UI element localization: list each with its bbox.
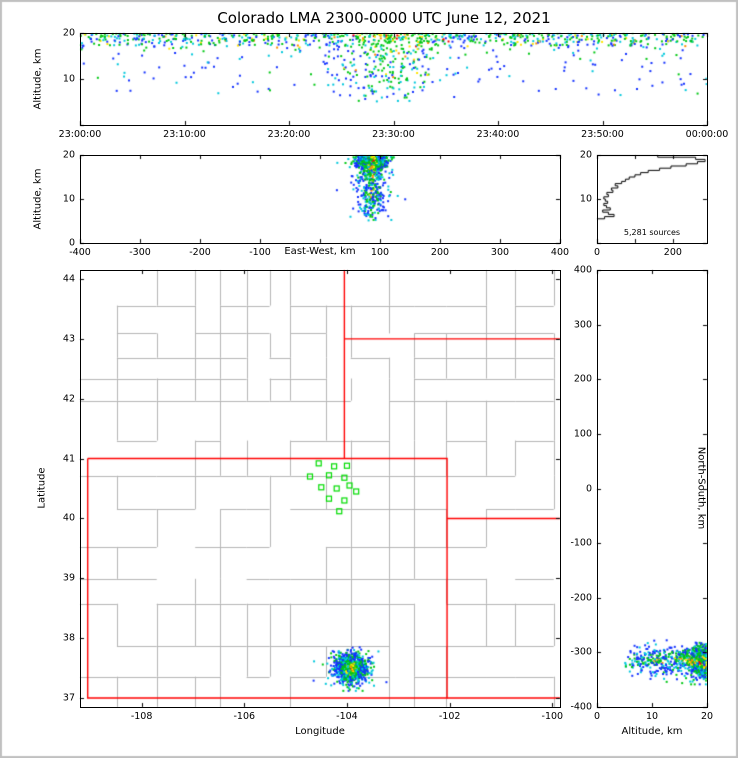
tick-label: 0 bbox=[593, 711, 601, 722]
tick-label: -102 bbox=[438, 711, 461, 722]
tick-label: 200 bbox=[430, 247, 450, 258]
tick-label: 23:50:00 bbox=[581, 129, 624, 140]
tick-label: 39 bbox=[62, 572, 75, 584]
tick-label: 23:40:00 bbox=[476, 129, 520, 140]
tick-label: -104 bbox=[336, 711, 358, 722]
tick-label: 20 bbox=[579, 149, 592, 161]
tick-label: -100 bbox=[541, 711, 564, 722]
east-west-xlabel: East-West, km bbox=[284, 246, 356, 257]
tick-label: 23:10:00 bbox=[163, 129, 206, 140]
east-west-ylabel: Altitude, km bbox=[32, 168, 44, 230]
tick-label: 200 bbox=[573, 373, 592, 385]
tick-label: 0 bbox=[593, 247, 601, 258]
tick-label: 100 bbox=[370, 247, 390, 258]
tick-label: -300 bbox=[129, 247, 151, 258]
map-xlabel: Longitude bbox=[295, 726, 345, 737]
tick-label: -100 bbox=[570, 537, 592, 549]
tick-label: 300 bbox=[490, 247, 510, 258]
tick-label: -108 bbox=[130, 711, 153, 722]
tick-label: 42 bbox=[62, 393, 75, 405]
tick-label: -400 bbox=[570, 701, 592, 713]
tick-label: 10 bbox=[62, 73, 75, 85]
tick-label: 00:00:00 bbox=[685, 129, 729, 140]
tick-label: 20 bbox=[700, 711, 714, 722]
tick-label: 100 bbox=[573, 428, 592, 440]
tick-label: 20 bbox=[62, 149, 75, 161]
tick-label: 38 bbox=[62, 632, 75, 644]
tick-label: -100 bbox=[249, 247, 271, 258]
tick-label: 40 bbox=[62, 512, 75, 524]
tick-label: 0 bbox=[68, 237, 75, 249]
tick-label: 41 bbox=[62, 453, 75, 465]
map-ylabel: Latitude bbox=[36, 467, 48, 509]
tick-label: -300 bbox=[570, 646, 592, 658]
tick-label: 400 bbox=[550, 247, 570, 258]
tick-label: 37 bbox=[62, 692, 75, 704]
tick-label: 44 bbox=[62, 273, 75, 285]
north-south-ylabel: North-South, km bbox=[695, 446, 707, 530]
north-south-xlabel: Altitude, km bbox=[621, 726, 683, 737]
tick-label: 23:00:00 bbox=[58, 129, 102, 140]
tick-label: 10 bbox=[62, 193, 75, 205]
tick-label: 10 bbox=[579, 193, 592, 205]
tick-label: 23:30:00 bbox=[372, 129, 415, 140]
tick-label: 0 bbox=[585, 483, 592, 494]
tick-label: -400 bbox=[69, 247, 91, 258]
tick-label: 400 bbox=[573, 264, 592, 276]
histogram-sources-label: 5,281 sources bbox=[623, 228, 681, 237]
tick-label: 200 bbox=[663, 247, 682, 258]
tick-label: 300 bbox=[573, 319, 592, 331]
tick-label: 20 bbox=[62, 27, 75, 39]
time-height-ylabel: Altitude, km bbox=[32, 48, 44, 110]
tick-label: 10 bbox=[645, 711, 659, 722]
tick-label: 23:20:00 bbox=[267, 129, 311, 140]
figure-title: Colorado LMA 2300-0000 UTC June 12, 2021 bbox=[217, 9, 551, 27]
tick-label: 43 bbox=[62, 333, 75, 345]
tick-label: -200 bbox=[189, 247, 211, 258]
tick-label: -106 bbox=[233, 711, 256, 722]
tick-label: -200 bbox=[570, 592, 592, 604]
